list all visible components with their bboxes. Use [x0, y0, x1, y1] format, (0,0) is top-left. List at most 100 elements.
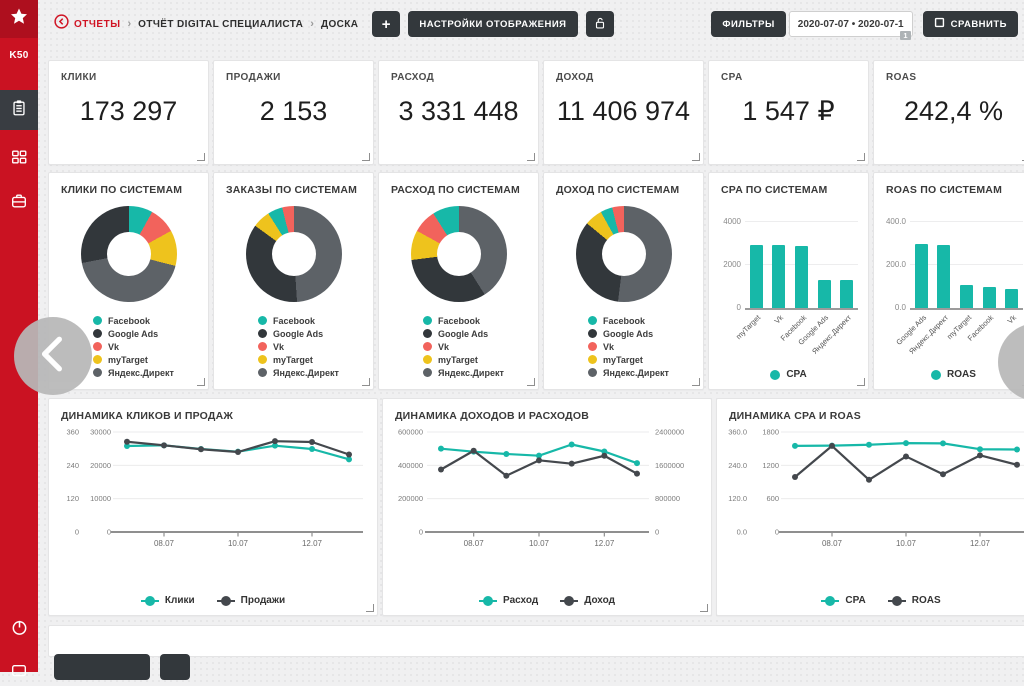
resize-handle[interactable] — [527, 153, 535, 161]
carousel-left-arrow[interactable] — [14, 317, 92, 395]
legend-dot — [93, 355, 102, 364]
legend-item[interactable]: CPA — [770, 369, 807, 380]
donut-panel-orders-by-system[interactable]: ЗАКАЗЫ ПО СИСТЕМАМ Facebook Google Ads Vk my… — [213, 172, 374, 390]
legend-item[interactable]: Google Ads — [93, 327, 208, 340]
svg-text:0: 0 — [775, 528, 779, 537]
kpi-card-cpa[interactable]: CPA 1 547 ₽ — [708, 60, 869, 165]
legend-item[interactable]: Яндекс.Директ — [588, 366, 703, 379]
legend-item[interactable]: Google Ads — [588, 327, 703, 340]
donut-panel-revenue-by-system[interactable]: ДОХОД ПО СИСТЕМАМ Facebook Google Ads Vk myT… — [543, 172, 704, 390]
legend-label: ROAS — [947, 369, 976, 380]
legend-item[interactable]: Vk — [258, 340, 373, 353]
filters-button[interactable]: ФИЛЬТРЫ — [711, 11, 786, 37]
bar-panel-cpa-by-system[interactable]: CPA ПО СИСТЕМАМ 0 2000 4000 myTarget Vk Facebo… — [708, 172, 869, 390]
resize-handle[interactable] — [692, 153, 700, 161]
sidebar-item-bottom[interactable] — [0, 664, 38, 684]
legend-item[interactable]: Яндекс.Директ — [423, 366, 538, 379]
legend-item[interactable]: ROAS — [887, 595, 941, 606]
bottom-add-button[interactable] — [160, 654, 190, 680]
resize-handle[interactable] — [362, 153, 370, 161]
resize-handle[interactable] — [362, 378, 370, 386]
add-widget-button[interactable]: + — [372, 11, 401, 37]
legend-item[interactable]: Vk — [423, 340, 538, 353]
legend-dot — [423, 368, 432, 377]
breadcrumb-report-name[interactable]: ОТЧЁТ DIGITAL СПЕЦИАЛИСТА — [138, 18, 304, 30]
resize-handle[interactable] — [857, 153, 865, 161]
kpi-label: ROAS — [886, 72, 917, 83]
grid-line — [910, 264, 1023, 265]
sidebar-item-reports[interactable] — [0, 90, 38, 130]
svg-text:12.07: 12.07 — [970, 539, 991, 548]
kpi-card-sales[interactable]: ПРОДАЖИ 2 153 — [213, 60, 374, 165]
compare-button[interactable]: СРАВНИТЬ — [922, 11, 1018, 37]
resize-handle[interactable] — [197, 153, 205, 161]
legend-label: myTarget — [108, 354, 148, 365]
back-circle-icon — [54, 14, 69, 34]
breadcrumb-separator: › — [310, 18, 314, 30]
bar — [1005, 289, 1019, 308]
line-panel-clicks-sales-dynamics[interactable]: ДИНАМИКА КЛИКОВ И ПРОДАЖ 0 120 240 360 0 10000… — [48, 398, 378, 616]
svg-text:360: 360 — [66, 428, 79, 437]
legend-item[interactable]: myTarget — [93, 353, 208, 366]
legend-item[interactable]: Доход — [560, 595, 615, 606]
bottom-action-button[interactable] — [54, 654, 150, 680]
sidebar-item-power[interactable] — [0, 612, 38, 648]
resize-handle[interactable] — [1022, 153, 1024, 161]
legend-item[interactable]: Клики — [140, 595, 195, 606]
resize-handle[interactable] — [366, 604, 374, 612]
breadcrumb-back[interactable]: ОТЧЕТЫ — [54, 14, 120, 34]
kpi-value: 11 406 974 — [556, 96, 691, 126]
legend-item[interactable]: ROAS — [931, 369, 976, 380]
resize-handle[interactable] — [700, 604, 708, 612]
legend-item[interactable]: Facebook — [588, 314, 703, 327]
breadcrumb-board[interactable]: ДОСКА — [320, 18, 359, 30]
svg-text:600: 600 — [766, 494, 779, 503]
legend-item[interactable]: Расход — [479, 595, 538, 606]
svg-text:240.0: 240.0 — [728, 461, 747, 470]
legend-label: Vk — [273, 341, 285, 352]
legend-item[interactable]: Google Ads — [258, 327, 373, 340]
kpi-card-spend[interactable]: РАСХОД 3 331 448 — [378, 60, 539, 165]
lock-button[interactable] — [585, 11, 614, 37]
resize-handle[interactable] — [857, 378, 865, 386]
legend-item[interactable]: Facebook — [93, 314, 208, 327]
legend-item[interactable]: Facebook — [423, 314, 538, 327]
legend-item[interactable]: Яндекс.Директ — [93, 366, 208, 379]
legend-item[interactable]: myTarget — [423, 353, 538, 366]
legend-item[interactable]: Google Ads — [423, 327, 538, 340]
resize-handle[interactable] — [197, 378, 205, 386]
svg-text:120.0: 120.0 — [728, 494, 747, 503]
sidebar-item-projects[interactable] — [0, 186, 38, 220]
legend-item[interactable]: Vk — [588, 340, 703, 353]
axis-tick-label: 400.0 — [885, 217, 906, 226]
donut-chart — [245, 206, 342, 302]
kpi-card-revenue[interactable]: ДОХОД 11 406 974 — [543, 60, 704, 165]
bar — [937, 244, 951, 308]
legend-item[interactable]: CPA — [821, 595, 866, 606]
legend-marker — [887, 595, 906, 606]
sidebar-item-dashboards[interactable] — [0, 142, 38, 176]
checkbox-icon — [934, 17, 945, 31]
bar-panel-roas-by-system[interactable]: ROAS ПО СИСТЕМАМ 0.0 200.0 400.0 Google Ads Я… — [873, 172, 1024, 390]
legend-item[interactable]: myTarget — [258, 353, 373, 366]
line-panel-cpa-roas-dynamics[interactable]: ДИНАМИКА CPA И ROAS 0.0 120.0 240.0 360.0 0 60… — [716, 398, 1024, 616]
date-range-picker[interactable]: 2020-07-07 • 2020-07-1 1 — [788, 11, 913, 40]
app-logo[interactable] — [0, 0, 38, 38]
legend-dot — [258, 329, 267, 338]
donut-panel-spend-by-system[interactable]: РАСХОД ПО СИСТЕМАМ Facebook Google Ads Vk my… — [378, 172, 539, 390]
resize-handle[interactable] — [692, 378, 700, 386]
chart-legend: ROAS — [874, 369, 1024, 380]
kpi-card-roas[interactable]: ROAS 242,4 % — [873, 60, 1024, 165]
legend-item[interactable]: Яндекс.Директ — [258, 366, 373, 379]
resize-handle[interactable] — [527, 378, 535, 386]
legend-item[interactable]: Facebook — [258, 314, 373, 327]
legend-item[interactable]: myTarget — [588, 353, 703, 366]
donut-chart — [80, 206, 177, 302]
legend-item[interactable]: Vk — [93, 340, 208, 353]
display-settings-button[interactable]: НАСТРОЙКИ ОТОБРАЖЕНИЯ — [408, 11, 578, 37]
donut-panel-clicks-by-system[interactable]: КЛИКИ ПО СИСТЕМАМ Facebook Google Ads Vk myT… — [48, 172, 209, 390]
legend-item[interactable]: Продажи — [216, 595, 285, 606]
donut-chart — [575, 206, 672, 302]
kpi-card-clicks[interactable]: КЛИКИ 173 297 — [48, 60, 209, 165]
line-panel-revenue-spend-dynamics[interactable]: ДИНАМИКА ДОХОДОВ И РАСХОДОВ 0 200000 400000… — [382, 398, 712, 616]
